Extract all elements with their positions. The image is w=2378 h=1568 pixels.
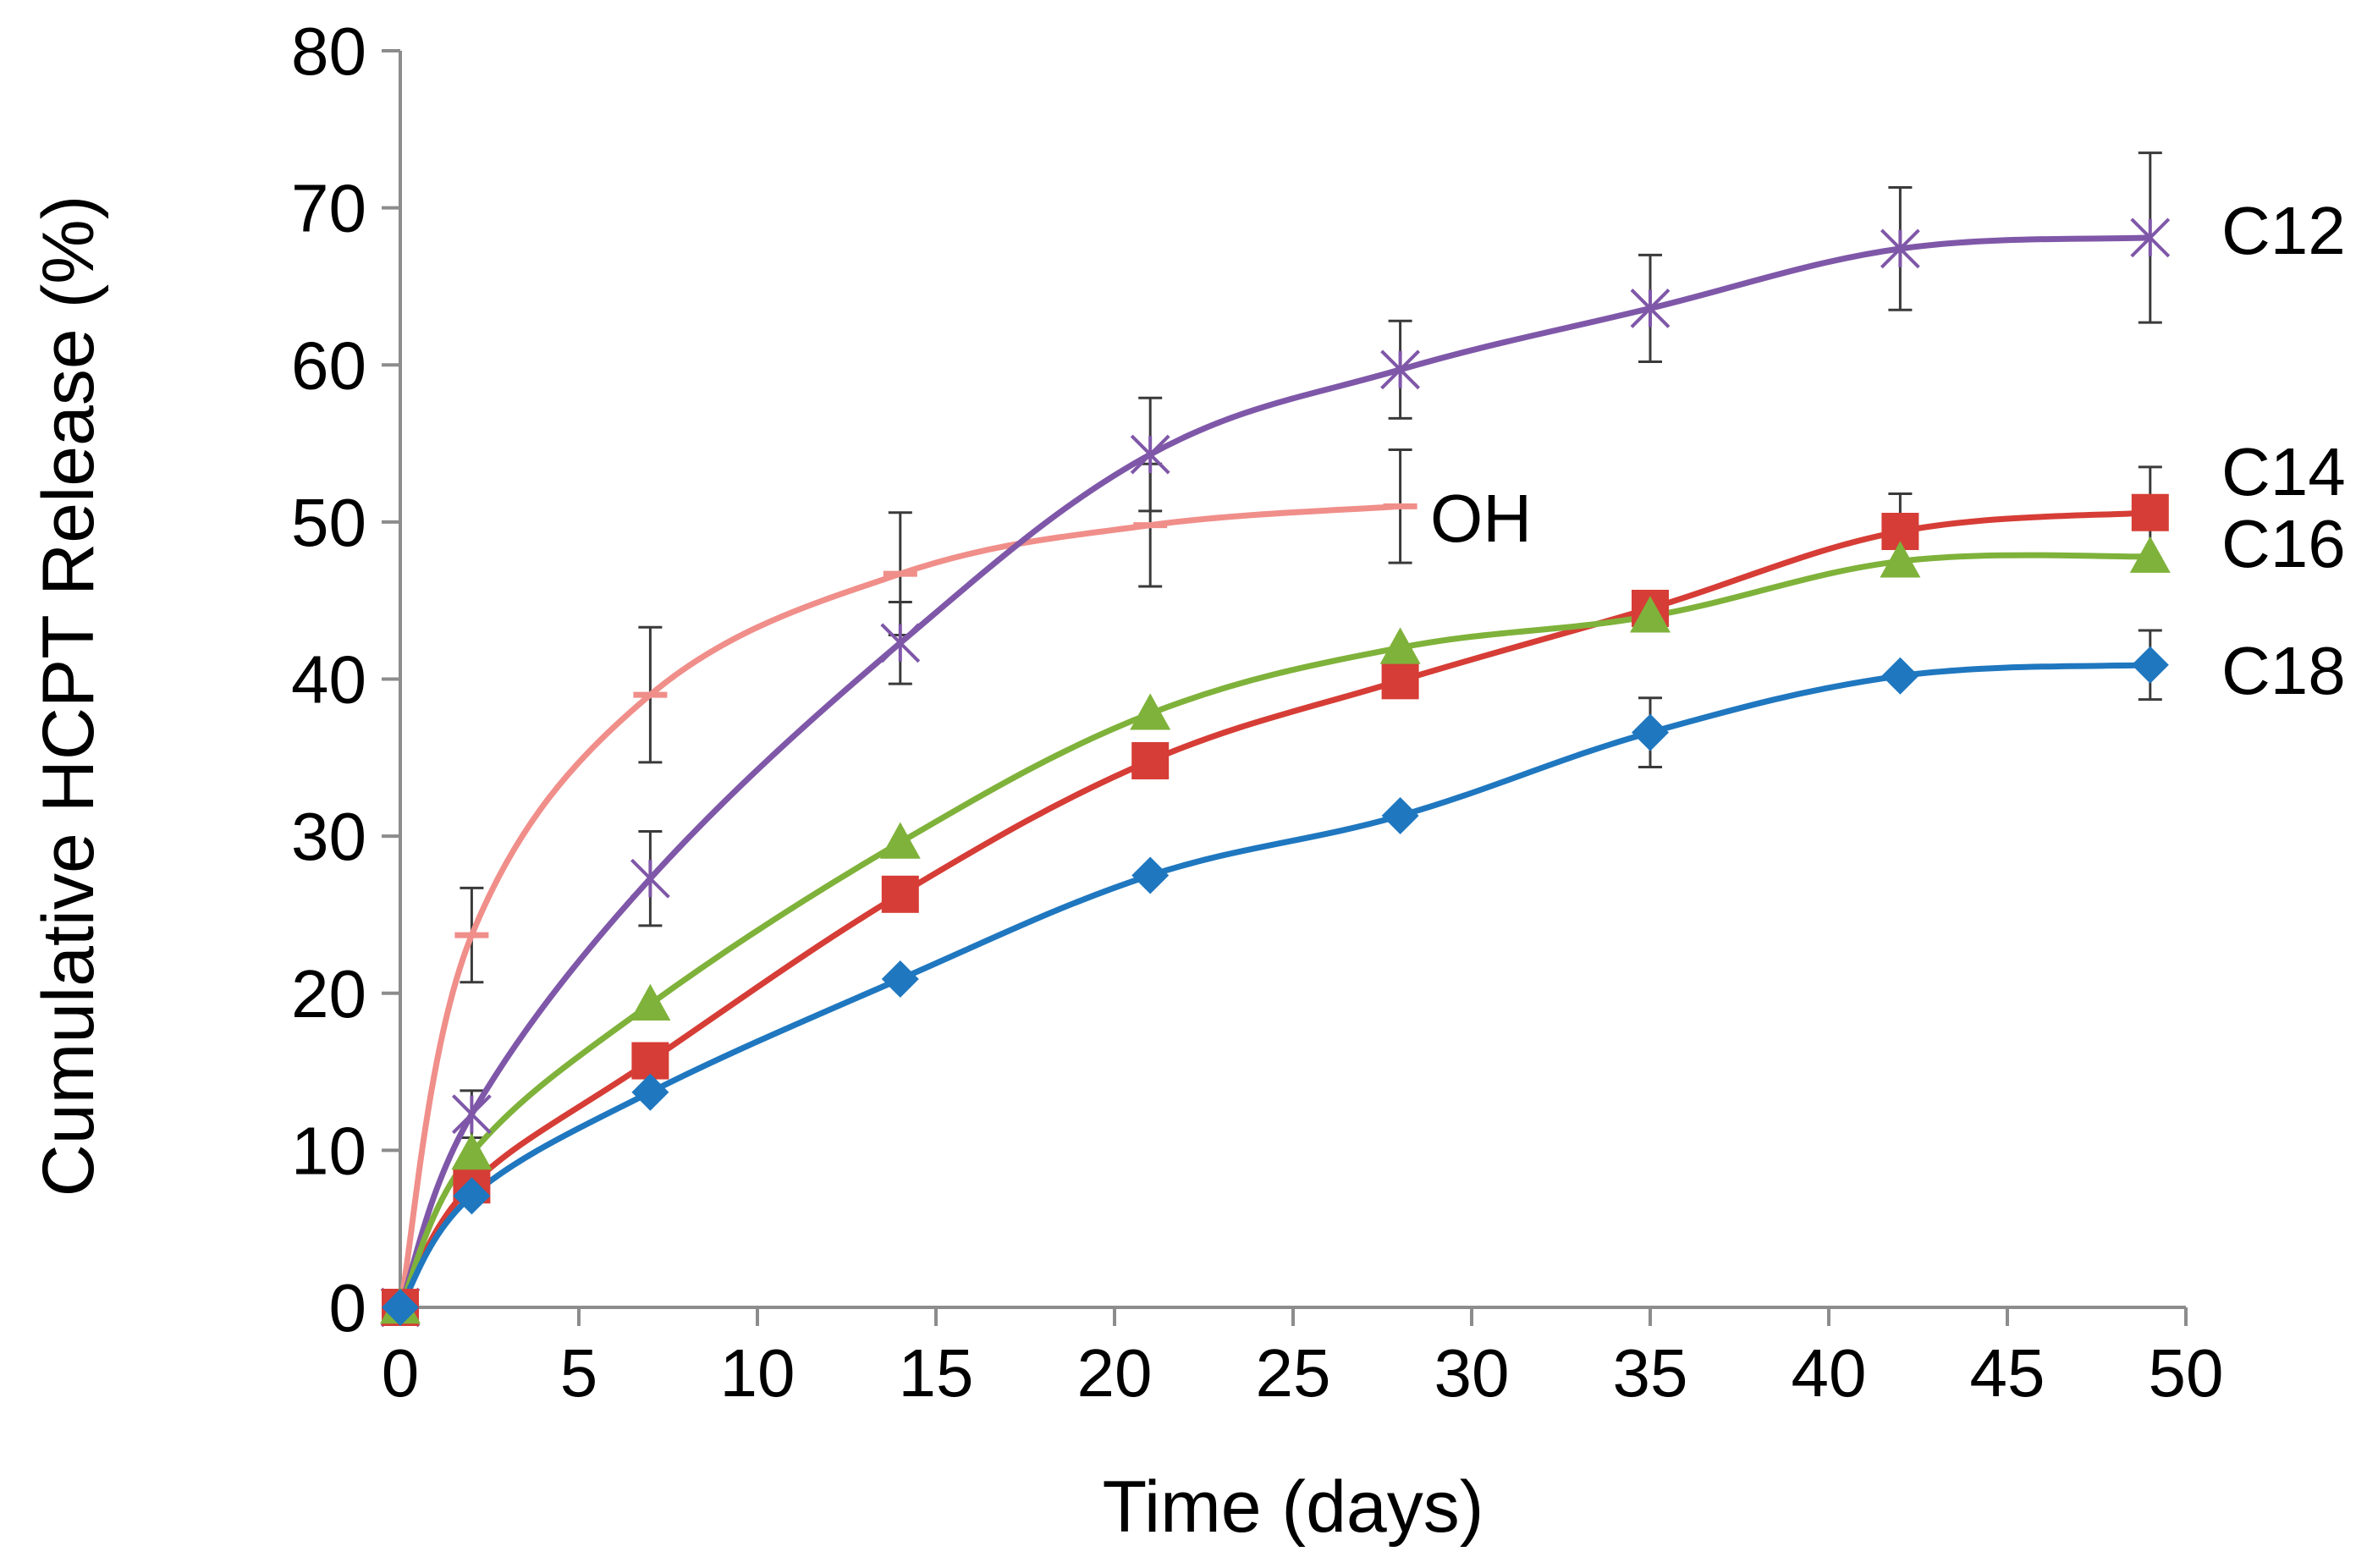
data-point-c16 [1130,693,1171,730]
x-tick-label: 45 [1970,1335,2045,1411]
x-tick-label: 5 [560,1335,598,1411]
data-point-c12 [1630,289,1671,328]
data-point-c16 [630,983,671,1021]
x-tick-label: 15 [899,1335,974,1411]
data-point-c12 [1130,434,1170,475]
x-tick-label: 50 [2149,1335,2224,1411]
y-tick-label: 50 [291,485,366,560]
data-point-c14 [631,1042,669,1080]
y-tick-label: 10 [291,1113,366,1188]
data-point-c12 [451,1094,492,1135]
y-tick-label: 60 [291,327,366,403]
series-label-c18: C18 [2221,633,2346,708]
series-markers [380,217,2171,1328]
data-point-c16 [1880,541,1921,578]
series-label-c14: C14 [2221,434,2346,509]
y-axis-title: Cumulative HCPT Release (%) [28,195,109,1197]
y-tick-label: 30 [291,799,366,874]
x-tick-label: 10 [720,1335,795,1411]
data-point-c12 [880,623,921,663]
series-line-c14 [397,509,2151,1309]
data-point-c16 [451,1133,493,1170]
data-point-c18 [453,1177,491,1215]
data-point-c12 [1880,228,1920,269]
data-point-c12 [2130,217,2171,258]
x-tick-label: 20 [1077,1335,1153,1411]
data-point-c18 [881,960,919,999]
data-point-c14 [1381,662,1419,700]
error-bars [460,151,2162,1140]
data-point-c14 [881,875,919,913]
data-point-c16 [1379,627,1421,664]
data-point-c18 [1131,856,1170,894]
x-tick-label: 25 [1256,1335,1331,1411]
data-point-c16 [879,822,921,859]
series-line-c16 [397,552,2150,1309]
y-tick-label: 0 [329,1270,367,1345]
x-tick-label: 35 [1613,1335,1688,1411]
data-point-c14 [1131,742,1170,780]
series-line-c18 [398,662,2150,1309]
data-point-c14 [2131,493,2169,531]
data-point-c16 [1630,596,1671,633]
data-point-c18 [2131,646,2169,684]
x-tick-label: 0 [382,1335,420,1411]
series-line-oh [397,503,1401,1308]
y-tick-label: 20 [291,956,366,1032]
y-tick-label: 80 [291,14,366,89]
data-point-c18 [1381,796,1419,834]
data-point-c12 [630,858,670,899]
x-axis-title: Time (days) [1103,1466,1484,1548]
series-label-oh: OH [1430,481,1532,556]
data-point-c18 [1632,713,1669,751]
series-label-c16: C16 [2221,506,2346,581]
series-label-c12: C12 [2221,193,2346,268]
y-tick-label: 40 [291,642,366,718]
x-tick-label: 30 [1434,1335,1510,1411]
y-tick-label: 70 [291,171,366,246]
data-point-c18 [1881,657,1919,695]
series-line-c12 [397,234,2150,1309]
data-point-c18 [382,1289,419,1326]
data-point-c18 [631,1073,669,1111]
data-point-c12 [1380,349,1421,390]
axes: 0 5 10 15 20 25 30 35 40 45 50 0 10 20 30 40 50 60 70 80 [291,14,2223,1411]
x-tick-label: 40 [1792,1335,1867,1411]
data-point-c16 [2129,536,2171,573]
series-lines [397,234,2151,1309]
